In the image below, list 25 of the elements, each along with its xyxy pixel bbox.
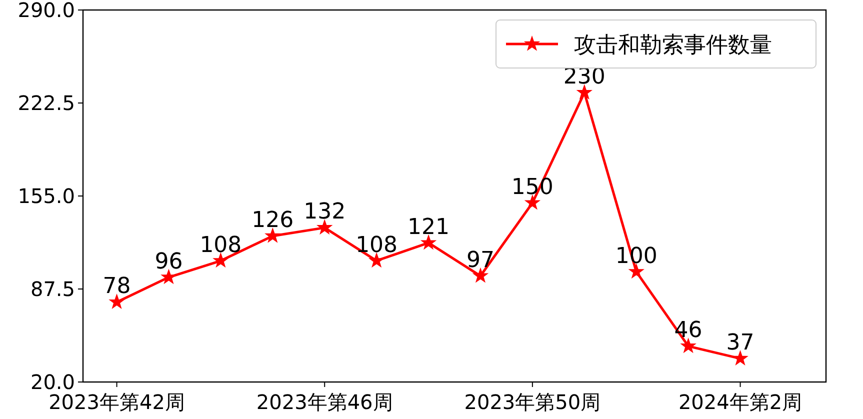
point [369,253,384,267]
data-label: 126 [252,208,294,233]
point [317,220,332,234]
point [110,294,124,308]
y-tick-label: 87.5 [30,277,75,301]
point [162,270,176,284]
x-tick-label: 2023年第50周 [464,390,601,414]
data-label: 37 [726,330,754,356]
point [733,351,748,365]
data-label: 108 [200,232,242,258]
point [214,253,228,267]
data-label: 108 [356,232,398,258]
data-label: 121 [408,214,450,240]
data-label: 132 [304,200,346,225]
data-label: 78 [102,274,131,300]
point [265,228,280,242]
x-tick-label: 2023年第46周 [256,390,393,414]
y-tick-label: 155.0 [18,184,75,208]
y-tick-label: 290.0 [18,0,75,22]
point [577,85,592,99]
point [421,235,436,250]
legend-label: 攻击和勒索事件数量 [574,33,772,58]
y-tick-label: 222.5 [18,91,75,115]
x-tick-label: 2024年第2周 [678,390,802,414]
data-label: 96 [154,249,183,274]
